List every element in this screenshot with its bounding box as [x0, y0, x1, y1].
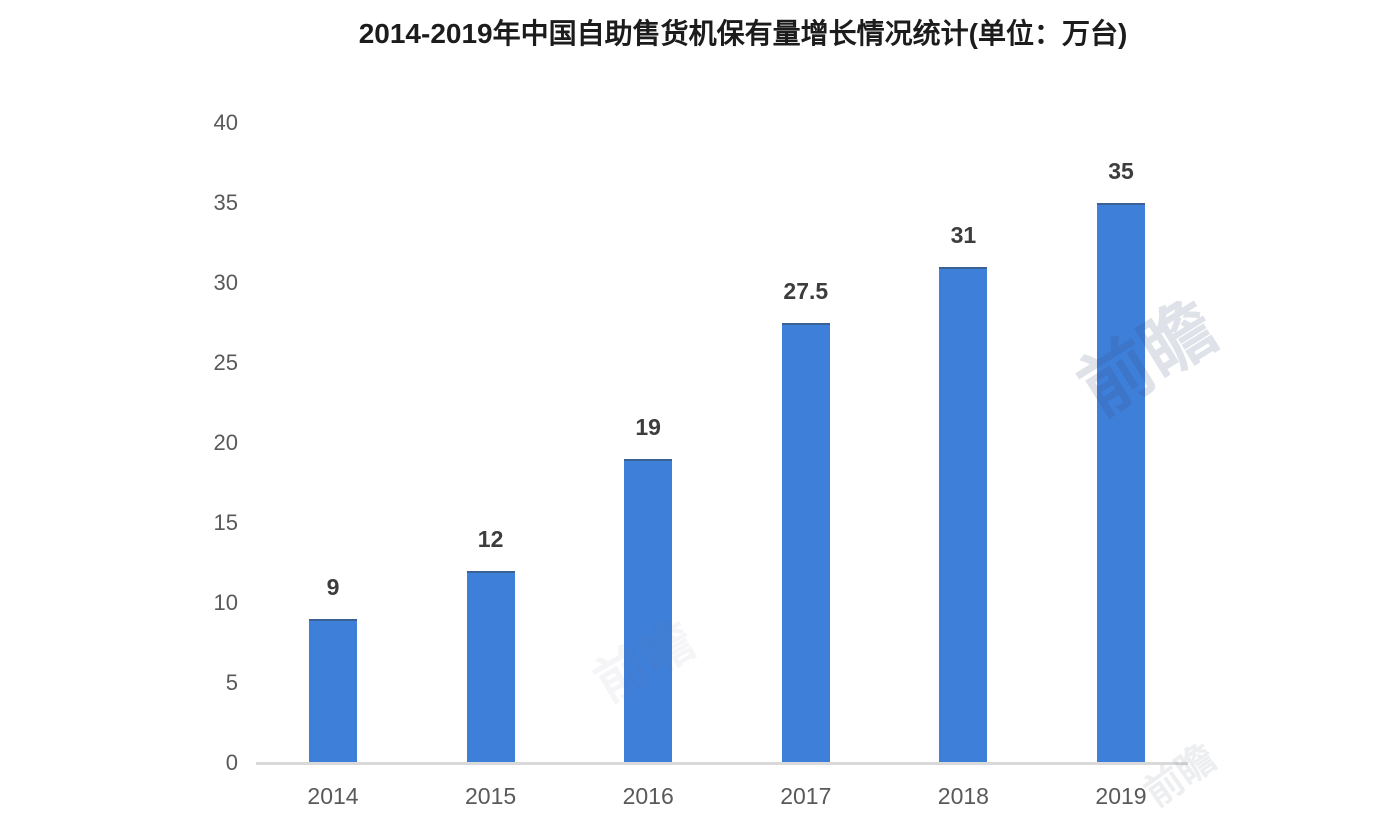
x-axis-line [256, 762, 1188, 765]
y-tick-label-5: 5 [225, 670, 238, 695]
bar-value-label-2017: 27.5 [783, 278, 829, 304]
y-tick-label-30: 30 [213, 270, 238, 295]
bar-2014 [309, 619, 357, 762]
bar-2015 [466, 571, 515, 762]
chart-title: 2014-2019年中国自助售货机保有量增长情况统计(单位：万台) [358, 18, 1128, 49]
x-tick-label-2016: 2016 [622, 783, 674, 809]
bar-value-label-2019: 35 [1108, 158, 1134, 184]
bar-value-label-2014: 9 [326, 574, 340, 600]
x-tick-label-2014: 2014 [307, 783, 359, 809]
bar-value-label-2016: 19 [635, 414, 661, 440]
x-tick-label-2019: 2019 [1095, 783, 1147, 809]
bar-value-label-2015: 12 [477, 526, 504, 552]
x-tick-label-2017: 2017 [780, 783, 832, 809]
bar-2019 [1097, 203, 1145, 762]
y-tick-label-35: 35 [213, 190, 238, 215]
y-tick-label-25: 25 [213, 350, 238, 375]
y-tick-label-10: 10 [213, 590, 238, 615]
y-tick-label-0: 0 [225, 750, 238, 775]
x-tick-label-2018: 2018 [937, 783, 989, 809]
bar-2017 [781, 323, 830, 762]
y-tick-label-15: 15 [213, 510, 238, 535]
bar-2016 [624, 459, 673, 762]
x-tick-label-2015: 2015 [465, 783, 517, 809]
bar-2018 [939, 267, 988, 762]
y-tick-label-20: 20 [213, 430, 238, 455]
bar-value-label-2018: 31 [950, 222, 977, 248]
y-tick-label-40: 40 [213, 110, 238, 135]
